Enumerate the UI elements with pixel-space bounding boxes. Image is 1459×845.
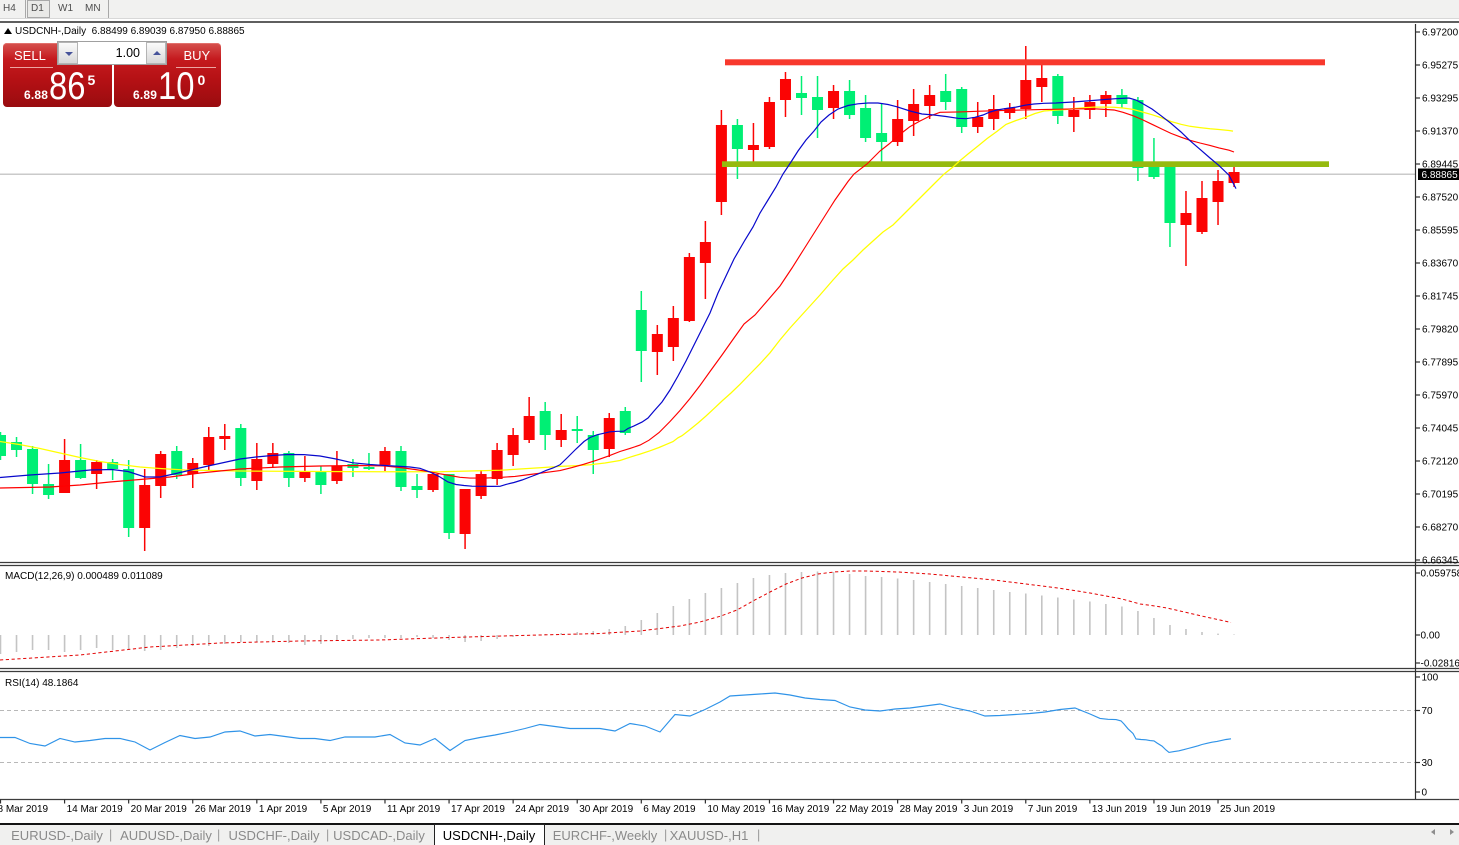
svg-text:17 Apr 2019: 17 Apr 2019 bbox=[451, 804, 505, 815]
svg-text:5 Apr 2019: 5 Apr 2019 bbox=[323, 804, 372, 815]
svg-text:6.81745: 6.81745 bbox=[1422, 292, 1459, 303]
svg-text:19 Jun 2019: 19 Jun 2019 bbox=[1156, 804, 1211, 815]
svg-text:6.93295: 6.93295 bbox=[1422, 94, 1459, 105]
svg-text:6.74045: 6.74045 bbox=[1422, 424, 1459, 435]
svg-text:20 Mar 2019: 20 Mar 2019 bbox=[131, 804, 188, 815]
svg-text:8 Mar 2019: 8 Mar 2019 bbox=[0, 804, 49, 815]
svg-text:16 May 2019: 16 May 2019 bbox=[771, 804, 829, 815]
svg-text:11 Apr 2019: 11 Apr 2019 bbox=[387, 804, 441, 815]
svg-text:6.68270: 6.68270 bbox=[1422, 523, 1459, 534]
svg-text:6.75970: 6.75970 bbox=[1422, 391, 1459, 402]
svg-text:3 Jun 2019: 3 Jun 2019 bbox=[964, 804, 1014, 815]
svg-text:6.77895: 6.77895 bbox=[1422, 358, 1459, 369]
svg-text:6.85595: 6.85595 bbox=[1422, 226, 1459, 237]
svg-text:6.89445: 6.89445 bbox=[1422, 160, 1459, 171]
svg-text:6.97200: 6.97200 bbox=[1422, 28, 1459, 39]
svg-text:6.88865: 6.88865 bbox=[1422, 170, 1459, 181]
svg-text:6.95275: 6.95275 bbox=[1422, 61, 1459, 72]
svg-text:6.66345: 6.66345 bbox=[1422, 556, 1459, 567]
svg-text:0.00: 0.00 bbox=[1421, 631, 1441, 642]
svg-text:6.83670: 6.83670 bbox=[1422, 259, 1459, 270]
svg-text:6.87520: 6.87520 bbox=[1422, 193, 1459, 204]
svg-text:24 Apr 2019: 24 Apr 2019 bbox=[515, 804, 569, 815]
svg-text:6.91370: 6.91370 bbox=[1422, 127, 1459, 138]
svg-text:100: 100 bbox=[1422, 673, 1439, 684]
svg-text:13 Jun 2019: 13 Jun 2019 bbox=[1092, 804, 1147, 815]
svg-text:30: 30 bbox=[1422, 758, 1434, 769]
svg-text:6.79820: 6.79820 bbox=[1422, 325, 1459, 336]
svg-text:6.70195: 6.70195 bbox=[1422, 490, 1459, 501]
svg-text:6 May 2019: 6 May 2019 bbox=[643, 804, 696, 815]
svg-text:RSI(14) 48.1864: RSI(14) 48.1864 bbox=[5, 678, 79, 689]
svg-text:-0.02816: -0.02816 bbox=[1421, 659, 1459, 670]
svg-text:70: 70 bbox=[1422, 706, 1434, 717]
svg-text:25 Jun 2019: 25 Jun 2019 bbox=[1220, 804, 1275, 815]
svg-text:10 May 2019: 10 May 2019 bbox=[707, 804, 765, 815]
svg-text:MACD(12,26,9) 0.000489 0.01108: MACD(12,26,9) 0.000489 0.011089 bbox=[5, 571, 163, 582]
svg-text:14 Mar 2019: 14 Mar 2019 bbox=[67, 804, 124, 815]
svg-text:30 Apr 2019: 30 Apr 2019 bbox=[579, 804, 633, 815]
svg-text:22 May 2019: 22 May 2019 bbox=[836, 804, 894, 815]
svg-text:28 May 2019: 28 May 2019 bbox=[900, 804, 958, 815]
svg-text:6.72120: 6.72120 bbox=[1422, 457, 1459, 468]
svg-text:1 Apr 2019: 1 Apr 2019 bbox=[259, 804, 308, 815]
svg-text:7 Jun 2019: 7 Jun 2019 bbox=[1028, 804, 1078, 815]
svg-text:0.059758: 0.059758 bbox=[1421, 569, 1459, 580]
svg-text:0: 0 bbox=[1422, 788, 1428, 799]
svg-text:26 Mar 2019: 26 Mar 2019 bbox=[195, 804, 252, 815]
